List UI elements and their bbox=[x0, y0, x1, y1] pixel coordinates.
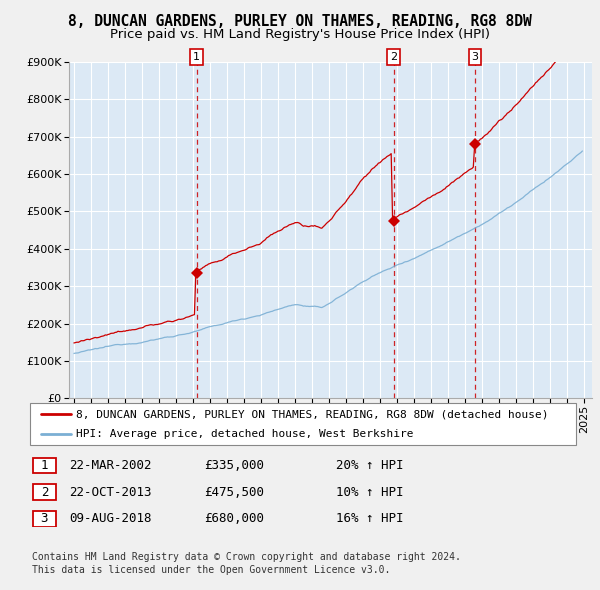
Text: 3: 3 bbox=[41, 512, 48, 525]
Text: 22-OCT-2013: 22-OCT-2013 bbox=[69, 486, 151, 499]
Text: 22-MAR-2002: 22-MAR-2002 bbox=[69, 459, 151, 472]
Text: 8, DUNCAN GARDENS, PURLEY ON THAMES, READING, RG8 8DW (detached house): 8, DUNCAN GARDENS, PURLEY ON THAMES, REA… bbox=[76, 409, 549, 419]
Text: 1: 1 bbox=[41, 459, 48, 472]
Text: 2: 2 bbox=[41, 486, 48, 499]
Text: 8, DUNCAN GARDENS, PURLEY ON THAMES, READING, RG8 8DW: 8, DUNCAN GARDENS, PURLEY ON THAMES, REA… bbox=[68, 14, 532, 29]
Text: £475,500: £475,500 bbox=[204, 486, 264, 499]
Text: 1: 1 bbox=[193, 52, 200, 62]
Text: 2: 2 bbox=[390, 52, 397, 62]
Text: £680,000: £680,000 bbox=[204, 512, 264, 525]
Text: 20% ↑ HPI: 20% ↑ HPI bbox=[336, 459, 404, 472]
Text: £335,000: £335,000 bbox=[204, 459, 264, 472]
Text: 3: 3 bbox=[472, 52, 478, 62]
Text: 09-AUG-2018: 09-AUG-2018 bbox=[69, 512, 151, 525]
Text: HPI: Average price, detached house, West Berkshire: HPI: Average price, detached house, West… bbox=[76, 429, 414, 439]
Text: 16% ↑ HPI: 16% ↑ HPI bbox=[336, 512, 404, 525]
Text: Price paid vs. HM Land Registry's House Price Index (HPI): Price paid vs. HM Land Registry's House … bbox=[110, 28, 490, 41]
Text: 10% ↑ HPI: 10% ↑ HPI bbox=[336, 486, 404, 499]
Text: Contains HM Land Registry data © Crown copyright and database right 2024.
This d: Contains HM Land Registry data © Crown c… bbox=[32, 552, 461, 575]
